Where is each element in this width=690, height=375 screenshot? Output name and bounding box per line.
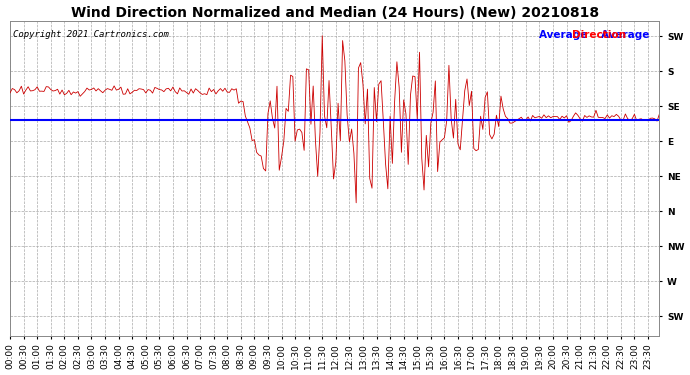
Text: Average: Average bbox=[601, 30, 653, 40]
Title: Wind Direction Normalized and Median (24 Hours) (New) 20210818: Wind Direction Normalized and Median (24… bbox=[70, 6, 599, 20]
Text: Copyright 2021 Cartronics.com: Copyright 2021 Cartronics.com bbox=[13, 30, 169, 39]
Text: Direction: Direction bbox=[571, 30, 626, 40]
Text: Average: Average bbox=[539, 30, 591, 40]
